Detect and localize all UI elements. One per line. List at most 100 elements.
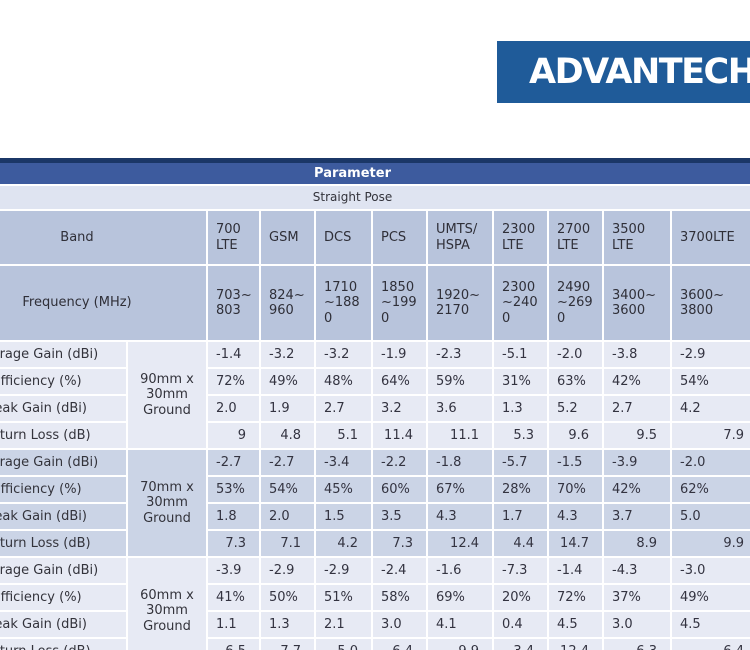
value-cell: 20% (494, 585, 547, 610)
row-label-peak_gain: Peak Gain (dBi) (0, 504, 126, 529)
value-cell: -2.7 (261, 450, 314, 475)
value-cell: 7.7 (261, 639, 314, 650)
value-cell: 6.5 (208, 639, 259, 650)
value-cell: 28% (494, 477, 547, 502)
value-cell: 42% (604, 369, 670, 394)
row-label-efficiency: Efficiency (%) (0, 369, 126, 394)
data-row-peak_gain: Peak Gain (dBi)1.11.32.13.04.10.44.53.04… (0, 612, 750, 637)
value-cell: 72% (208, 369, 259, 394)
value-cell: 5.2 (549, 396, 602, 421)
value-cell: 5.0 (316, 639, 371, 650)
advantech-logo: ADVANTECH (497, 41, 750, 103)
value-cell: 6.4 (672, 639, 750, 650)
value-cell: 59% (428, 369, 492, 394)
value-cell: -3.9 (604, 450, 670, 475)
value-cell: -2.2 (373, 450, 426, 475)
value-cell: 4.5 (549, 612, 602, 637)
value-cell: 3.6 (428, 396, 492, 421)
value-cell: -3.0 (672, 558, 750, 583)
value-cell: 5.1 (316, 423, 371, 448)
value-cell: 3.7 (604, 504, 670, 529)
row-label-efficiency: Efficiency (%) (0, 585, 126, 610)
value-cell: 7.3 (208, 531, 259, 556)
band-corner-label: Band (0, 211, 206, 264)
value-cell: -1.8 (428, 450, 492, 475)
subtitle-row: Straight Pose (0, 186, 750, 209)
value-cell: 11.4 (373, 423, 426, 448)
value-cell: 54% (672, 369, 750, 394)
title-row: Parameter (0, 163, 750, 184)
frequency-cell: 2300 ~240 0 (494, 266, 547, 340)
data-row-efficiency: Efficiency (%) 72% 49% 48% 64% 59% 31% 63% 42% 54… (0, 369, 750, 394)
value-cell: 3.5 (373, 504, 426, 529)
table-top-border (0, 158, 750, 163)
value-cell: 9.5 (604, 423, 670, 448)
value-cell: 5.0 (672, 504, 750, 529)
value-cell: 70% (549, 477, 602, 502)
frequency-cell: 3600~ 3800 (672, 266, 750, 340)
band-cell: UMTS/ HSPA (428, 211, 492, 264)
value-cell: 2.0 (208, 396, 259, 421)
value-cell: 1.3 (494, 396, 547, 421)
row-label-return_loss: Return Loss (dB) (0, 423, 126, 448)
parameter-table: Parameter Straight Pose Band 700 LTE GSM… (0, 161, 750, 650)
value-cell: 9.6 (549, 423, 602, 448)
value-cell: 2.1 (316, 612, 371, 637)
value-cell: 3.2 (373, 396, 426, 421)
row-label-average_gain: Average Gain (dBi) (0, 342, 126, 367)
frequency-cell: 1850 ~199 0 (373, 266, 426, 340)
value-cell: 1.9 (261, 396, 314, 421)
value-cell: 37% (604, 585, 670, 610)
value-cell: 1.8 (208, 504, 259, 529)
value-cell: -3.2 (261, 342, 314, 367)
advantech-logo-text: ADVANTECH (529, 52, 750, 92)
frequency-corner-label: Frequency (MHz) (0, 266, 206, 340)
value-cell: 50% (261, 585, 314, 610)
value-cell: -7.3 (494, 558, 547, 583)
frequency-cell: 3400~ 3600 (604, 266, 670, 340)
value-cell: -1.4 (549, 558, 602, 583)
value-cell: 3.0 (604, 612, 670, 637)
value-cell: 14.7 (549, 531, 602, 556)
value-cell: -1.5 (549, 450, 602, 475)
value-cell: 51% (316, 585, 371, 610)
value-cell: 4.5 (672, 612, 750, 637)
value-cell: -2.9 (672, 342, 750, 367)
value-cell: 69% (428, 585, 492, 610)
frequency-cell: 703~ 803 (208, 266, 259, 340)
band-header-row: Band 700 LTE GSM DCS PCS UMTS/ HSPA 2300… (0, 211, 750, 264)
data-row-efficiency: Efficiency (%) 53% 54% 45% 60% 67% 28% 70% 42% 62… (0, 477, 750, 502)
table-body: Average Gain (dBi)90mm x 30mm Ground-1.4… (0, 342, 750, 650)
data-row-return_loss: Return Loss (dB)7.37.14.27.312.44.414.78… (0, 531, 750, 556)
value-cell: 64% (373, 369, 426, 394)
band-cell: 700 LTE (208, 211, 259, 264)
value-cell: 1.7 (494, 504, 547, 529)
band-cell: 3700LTE (672, 211, 750, 264)
value-cell: -2.0 (672, 450, 750, 475)
ground-plane-cell: 90mm x 30mm Ground (128, 342, 206, 448)
table-subtitle: Straight Pose (0, 186, 750, 209)
data-row-peak_gain: Peak Gain (dBi)1.82.01.53.54.31.74.33.75… (0, 504, 750, 529)
parameter-table-wrap: Parameter Straight Pose Band 700 LTE GSM… (0, 161, 750, 650)
value-cell: 4.2 (672, 396, 750, 421)
frequency-header-row: Frequency (MHz) 703~ 803 824~ 960 1710 ~… (0, 266, 750, 340)
value-cell: -2.7 (208, 450, 259, 475)
value-cell: -1.4 (208, 342, 259, 367)
value-cell: 1.3 (261, 612, 314, 637)
value-cell: 9.9 (672, 531, 750, 556)
value-cell: 54% (261, 477, 314, 502)
value-cell: 60% (373, 477, 426, 502)
frequency-cell: 1920~ 2170 (428, 266, 492, 340)
frequency-cell: 824~ 960 (261, 266, 314, 340)
frequency-cell: 2490 ~269 0 (549, 266, 602, 340)
value-cell: 53% (208, 477, 259, 502)
data-row-average_gain: Average Gain (dBi)70mm x 30mm Ground-2.7… (0, 450, 750, 556)
value-cell: -5.1 (494, 342, 547, 367)
value-cell: 8.9 (604, 531, 670, 556)
value-cell: 67% (428, 477, 492, 502)
value-cell: 7.1 (261, 531, 314, 556)
value-cell: 9 (208, 423, 259, 448)
value-cell: 49% (261, 369, 314, 394)
row-label-return_loss: Return Loss (dB) (0, 639, 126, 650)
